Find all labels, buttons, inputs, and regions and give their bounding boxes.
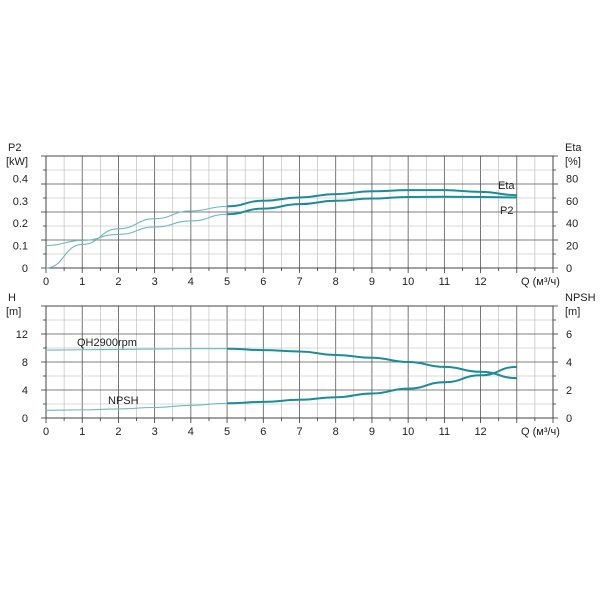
y-tick-label: 0	[22, 413, 28, 425]
series-line-npsh	[227, 365, 517, 405]
y2-tick-label: 80	[566, 173, 578, 185]
x-axis-label: Q (м³/ч)	[521, 276, 560, 288]
x-tick-label: 12	[474, 276, 486, 288]
y2-axis-unit: [%]	[565, 156, 581, 168]
x-tick-label: 10	[402, 276, 414, 288]
y-tick-label: 0.1	[13, 241, 28, 253]
chart-panel-1: 0 1 2 3 4 5 6 7 8 9 10 11 12 Q (м³/ч)048120246H[m]NPS…	[6, 292, 596, 438]
chart-panel-0: 0 1 2 3 4 5 6 7 8 9 10 11 12 Q (м³/ч)00.10.20.30.4020…	[6, 142, 582, 288]
x-tick-label: 9	[369, 276, 375, 288]
series-line-qh2900rpm	[45, 348, 228, 351]
plot-frame	[45, 305, 554, 419]
y2-axis-unit: [m]	[565, 306, 580, 318]
x-tick-label: 6	[260, 276, 266, 288]
y2-axis-label: Eta	[565, 142, 582, 154]
series-line-p2	[45, 213, 228, 247]
y-tick-label: 4	[22, 385, 28, 397]
y-axis-unit: [m]	[6, 306, 21, 318]
x-tick-label: 5	[224, 426, 230, 438]
y2-tick-label: 20	[566, 241, 578, 253]
x-tick-label: 3	[152, 276, 158, 288]
x-tick-label: 10	[402, 426, 414, 438]
y-tick-label: 8	[22, 357, 28, 369]
y2-tick-label: 4	[566, 357, 572, 369]
series-line-qh2900rpm	[227, 347, 517, 380]
x-axis-label: Q (м³/ч)	[521, 426, 560, 438]
y2-axis-label: NPSH	[565, 292, 596, 304]
y2-tick-label: 40	[566, 218, 578, 230]
x-tick-label: 11	[439, 426, 450, 438]
x-tick-label: 7	[296, 426, 302, 438]
x-tick-label: 1	[79, 426, 85, 438]
x-tick-label: 0	[43, 276, 49, 288]
x-tick-label: 11	[439, 276, 450, 288]
x-tick-label: 4	[188, 426, 194, 438]
x-tick-label: 7	[296, 276, 302, 288]
x-tick-label: 12	[474, 426, 486, 438]
series-label-npsh: NPSH	[108, 395, 139, 407]
y-tick-label: 12	[16, 329, 28, 341]
x-tick-label: 0	[43, 426, 49, 438]
y2-tick-label: 2	[566, 385, 572, 397]
y-tick-label: 0	[22, 263, 28, 275]
series-line-eta	[45, 205, 228, 269]
y-axis-label: P2	[8, 142, 21, 154]
x-tick-label: 6	[260, 426, 266, 438]
y-axis-unit: [kW]	[6, 156, 28, 168]
series-label-eta: Eta	[498, 180, 515, 192]
series-line-npsh	[45, 402, 228, 411]
x-tick-label: 8	[333, 426, 339, 438]
y2-tick-label: 60	[566, 196, 578, 208]
y2-tick-label: 0	[566, 413, 572, 425]
y-tick-label: 0.2	[13, 218, 28, 230]
x-tick-label: 2	[115, 426, 121, 438]
y-axis-label: H	[8, 292, 16, 304]
y2-tick-label: 0	[566, 263, 572, 275]
y2-tick-label: 6	[566, 329, 572, 341]
y-tick-label: 0.3	[13, 196, 28, 208]
x-tick-label: 4	[188, 276, 194, 288]
x-tick-label: 2	[115, 276, 121, 288]
x-tick-label: 8	[333, 276, 339, 288]
plot-frame	[45, 155, 554, 269]
x-tick-label: 5	[224, 276, 230, 288]
y-tick-label: 0.4	[13, 173, 28, 185]
series-line-p2	[227, 195, 517, 216]
x-tick-label: 1	[79, 276, 85, 288]
series-label-p2: P2	[500, 205, 513, 217]
series-line-eta	[227, 189, 517, 208]
series-label-qh: QH2900rpm	[77, 337, 137, 349]
x-tick-label: 9	[369, 426, 375, 438]
x-tick-label: 3	[152, 426, 158, 438]
